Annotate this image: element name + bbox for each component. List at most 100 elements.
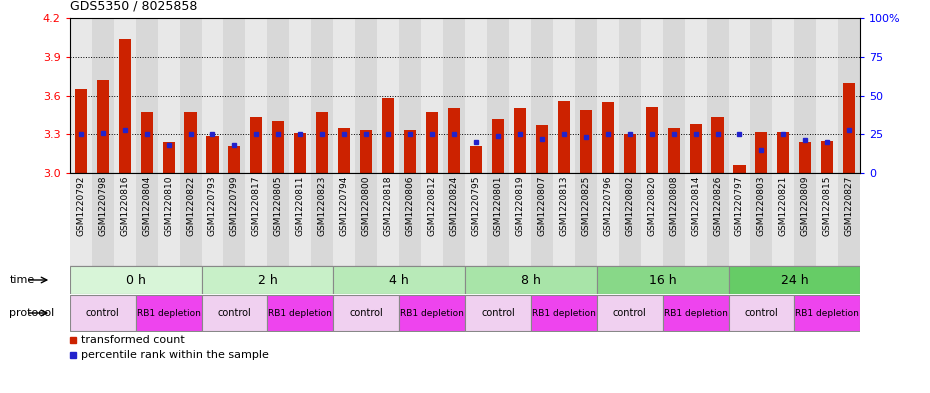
Bar: [597, 18, 618, 173]
Text: GSM1220796: GSM1220796: [604, 176, 612, 236]
Text: GSM1220816: GSM1220816: [120, 176, 129, 236]
Text: control: control: [350, 308, 383, 318]
Bar: [97, 80, 109, 173]
Bar: [272, 121, 285, 173]
Bar: [113, 173, 136, 266]
Bar: [794, 18, 817, 173]
Bar: [817, 18, 838, 173]
Bar: [492, 119, 504, 173]
Bar: [333, 18, 355, 173]
Bar: [136, 18, 157, 173]
Bar: [202, 18, 223, 173]
Bar: [378, 18, 399, 173]
Text: 4 h: 4 h: [390, 274, 409, 286]
Text: RB1 depletion: RB1 depletion: [795, 309, 859, 318]
Bar: [382, 98, 394, 173]
Bar: [355, 173, 378, 266]
Bar: [223, 173, 246, 266]
Text: 0 h: 0 h: [126, 274, 146, 286]
Text: 2 h: 2 h: [258, 274, 277, 286]
Text: GSM1220806: GSM1220806: [405, 176, 415, 236]
Bar: [140, 112, 153, 173]
Bar: [289, 173, 312, 266]
Bar: [531, 295, 597, 331]
Bar: [119, 39, 131, 173]
Bar: [558, 101, 570, 173]
Bar: [684, 18, 707, 173]
Text: GDS5350 / 8025858: GDS5350 / 8025858: [70, 0, 197, 12]
Bar: [443, 18, 465, 173]
Bar: [443, 173, 465, 266]
Bar: [602, 102, 614, 173]
Text: GSM1220794: GSM1220794: [339, 176, 349, 236]
Bar: [794, 173, 817, 266]
Text: GSM1220827: GSM1220827: [844, 176, 854, 236]
Bar: [728, 266, 860, 294]
Text: GSM1220814: GSM1220814: [691, 176, 700, 236]
Bar: [421, 173, 443, 266]
Bar: [794, 295, 860, 331]
Text: 24 h: 24 h: [780, 274, 808, 286]
Bar: [597, 295, 662, 331]
Text: GSM1220824: GSM1220824: [449, 176, 458, 236]
Text: RB1 depletion: RB1 depletion: [532, 309, 596, 318]
Text: GSM1220820: GSM1220820: [647, 176, 657, 236]
Bar: [267, 18, 289, 173]
Text: RB1 depletion: RB1 depletion: [137, 309, 201, 318]
Bar: [487, 173, 509, 266]
Bar: [333, 173, 355, 266]
Text: control: control: [745, 308, 778, 318]
Text: GSM1220802: GSM1220802: [625, 176, 634, 236]
Bar: [70, 18, 92, 173]
Bar: [536, 125, 548, 173]
Bar: [360, 130, 372, 173]
Bar: [751, 173, 773, 266]
Text: GSM1220817: GSM1220817: [252, 176, 261, 236]
Text: GSM1220801: GSM1220801: [494, 176, 502, 236]
Text: GSM1220797: GSM1220797: [735, 176, 744, 236]
Text: control: control: [481, 308, 515, 318]
Bar: [294, 133, 306, 173]
Text: GSM1220795: GSM1220795: [472, 176, 481, 236]
Bar: [448, 108, 460, 173]
Bar: [624, 134, 636, 173]
Bar: [509, 18, 531, 173]
Bar: [267, 295, 333, 331]
Bar: [707, 173, 728, 266]
Bar: [333, 295, 399, 331]
Bar: [223, 18, 246, 173]
Bar: [229, 146, 241, 173]
Bar: [844, 83, 856, 173]
Text: GSM1220815: GSM1220815: [823, 176, 831, 236]
Bar: [799, 142, 811, 173]
Bar: [316, 112, 328, 173]
Text: GSM1220812: GSM1220812: [428, 176, 436, 236]
Bar: [728, 173, 751, 266]
Bar: [773, 18, 794, 173]
Bar: [684, 173, 707, 266]
Bar: [734, 165, 746, 173]
Bar: [509, 173, 531, 266]
Bar: [777, 132, 790, 173]
Bar: [470, 146, 482, 173]
Bar: [250, 118, 262, 173]
Bar: [575, 173, 597, 266]
Text: control: control: [613, 308, 646, 318]
Bar: [531, 173, 552, 266]
Bar: [531, 18, 552, 173]
Bar: [465, 173, 487, 266]
Bar: [662, 173, 684, 266]
Bar: [70, 295, 136, 331]
Text: 8 h: 8 h: [521, 274, 541, 286]
Bar: [597, 173, 618, 266]
Text: RB1 depletion: RB1 depletion: [400, 309, 464, 318]
Bar: [426, 112, 438, 173]
Bar: [817, 173, 838, 266]
Bar: [404, 130, 416, 173]
Text: control: control: [218, 308, 251, 318]
Bar: [645, 107, 658, 173]
Text: GSM1220822: GSM1220822: [186, 176, 195, 236]
Text: GSM1220798: GSM1220798: [99, 176, 107, 236]
Text: GSM1220823: GSM1220823: [318, 176, 326, 236]
Text: transformed count: transformed count: [81, 335, 185, 345]
